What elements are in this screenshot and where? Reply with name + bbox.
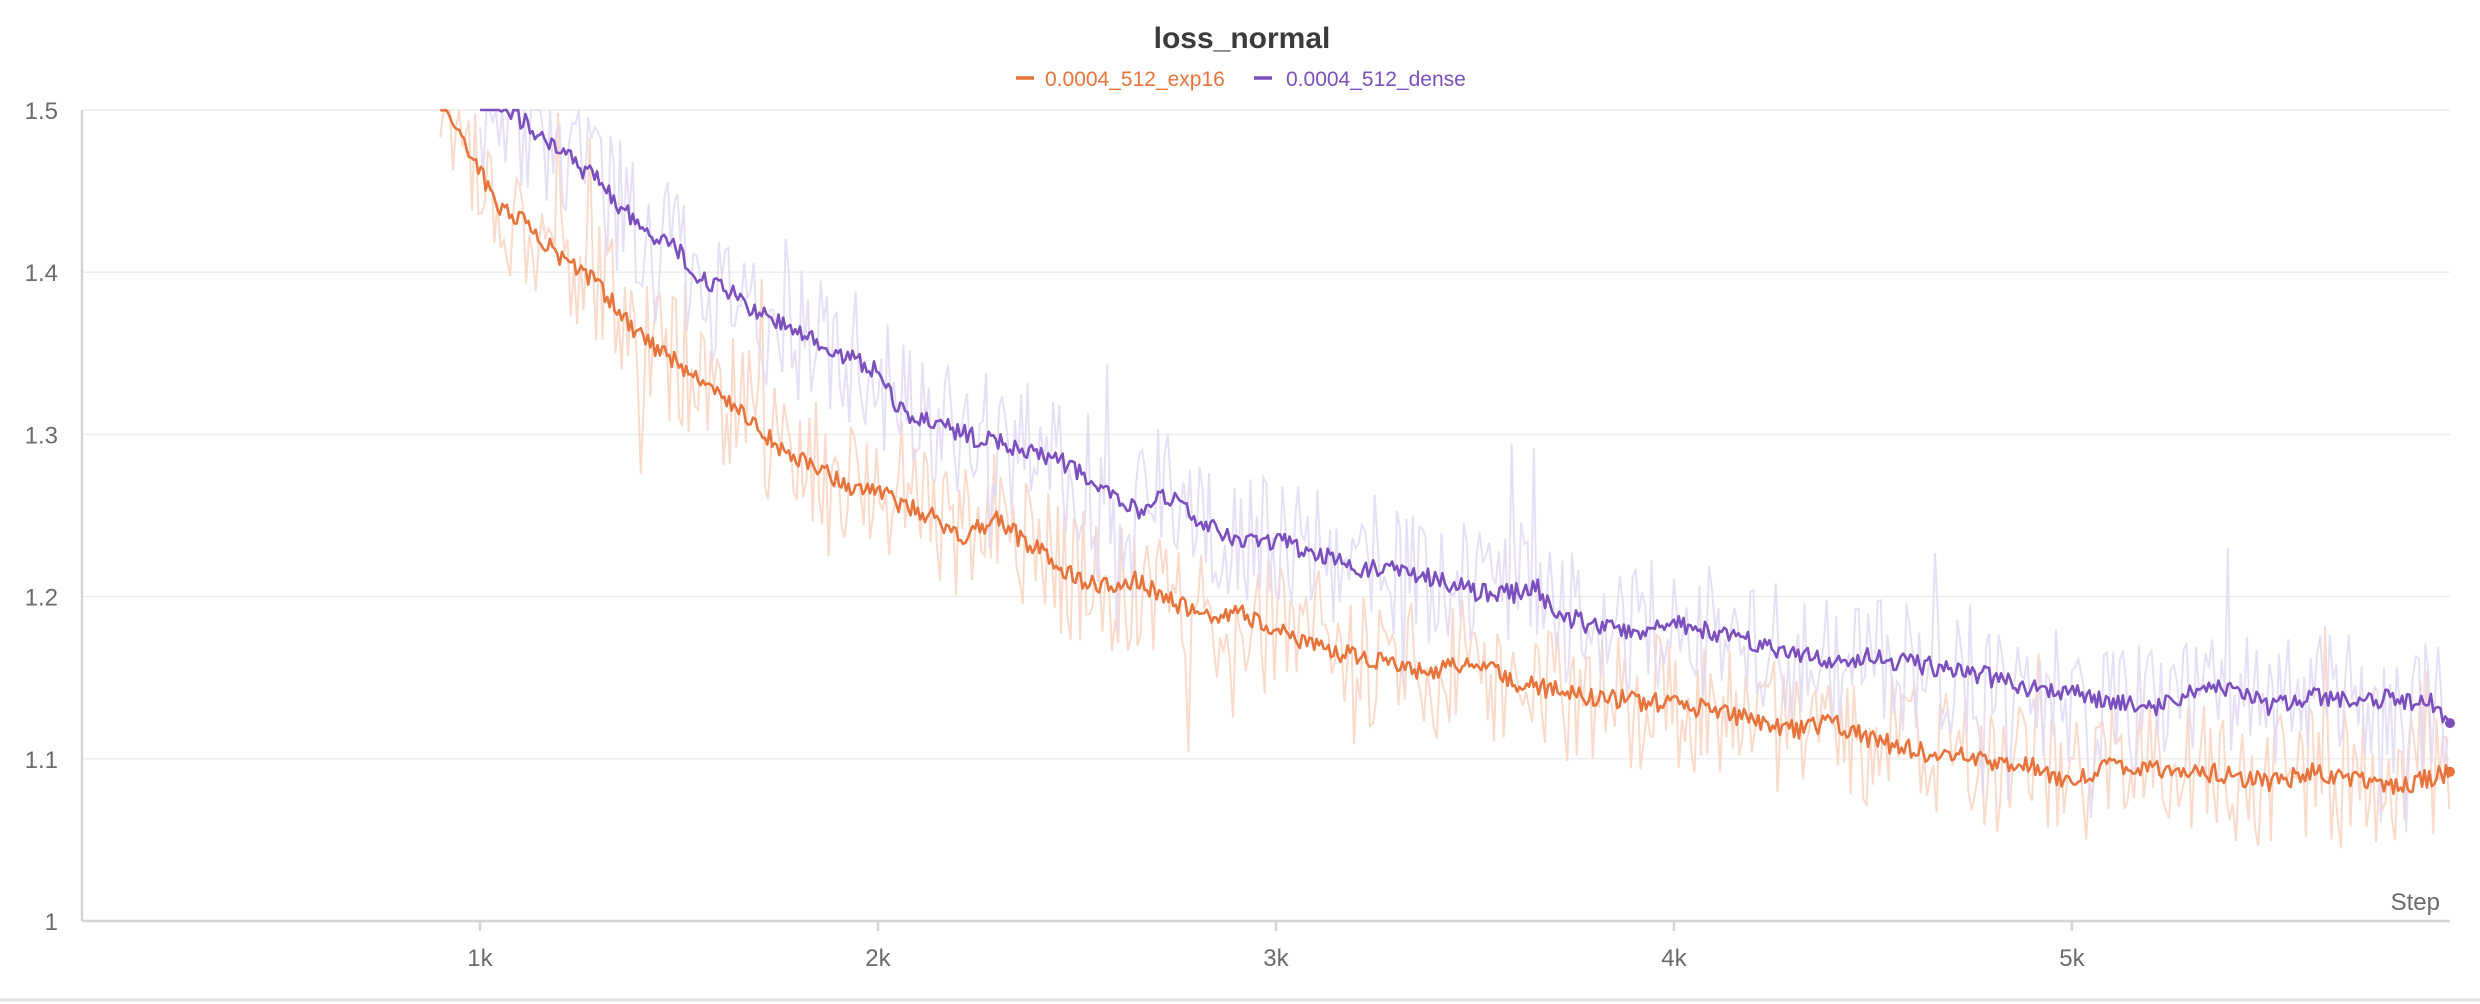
x-axis-label: Step <box>2391 889 2440 916</box>
series-end-point-dense <box>2445 718 2455 729</box>
legend: 0.0004_512_exp16 0.0004_512_dense <box>1016 68 1466 91</box>
y-tick-label: 1.3 <box>25 422 58 449</box>
y-tick-label: 1.5 <box>25 98 58 125</box>
series-line-dense[interactable] <box>480 108 2452 726</box>
chart-title: loss_normal <box>1154 22 1331 55</box>
raw-series-layer <box>439 107 2451 849</box>
series-end-point-exp16 <box>2445 766 2455 777</box>
x-tick-label: 2k <box>865 945 891 972</box>
legend-label-exp16[interactable]: 0.0004_512_exp16 <box>1045 68 1225 91</box>
axes: 1 1.1 1.2 1.3 1.4 1.5 1k 2k 3k 4k 5k <box>25 98 2450 972</box>
raw-series-line-exp16 <box>439 109 2451 849</box>
series-layer <box>439 108 2455 796</box>
x-tick-label: 4k <box>1661 945 1687 972</box>
x-tick-label: 3k <box>1263 945 1289 972</box>
y-tick-label: 1.1 <box>25 747 58 774</box>
y-tick-label: 1 <box>45 909 58 936</box>
raw-series-line-dense <box>479 107 2449 833</box>
grid <box>82 109 2450 760</box>
y-tick-label: 1.2 <box>25 585 58 612</box>
series-line-exp16[interactable] <box>439 108 2450 796</box>
x-tick-label: 5k <box>2059 945 2085 972</box>
legend-label-dense[interactable]: 0.0004_512_dense <box>1286 68 1466 91</box>
x-tick-label: 1k <box>467 945 493 972</box>
y-tick-label: 1.4 <box>25 260 58 287</box>
